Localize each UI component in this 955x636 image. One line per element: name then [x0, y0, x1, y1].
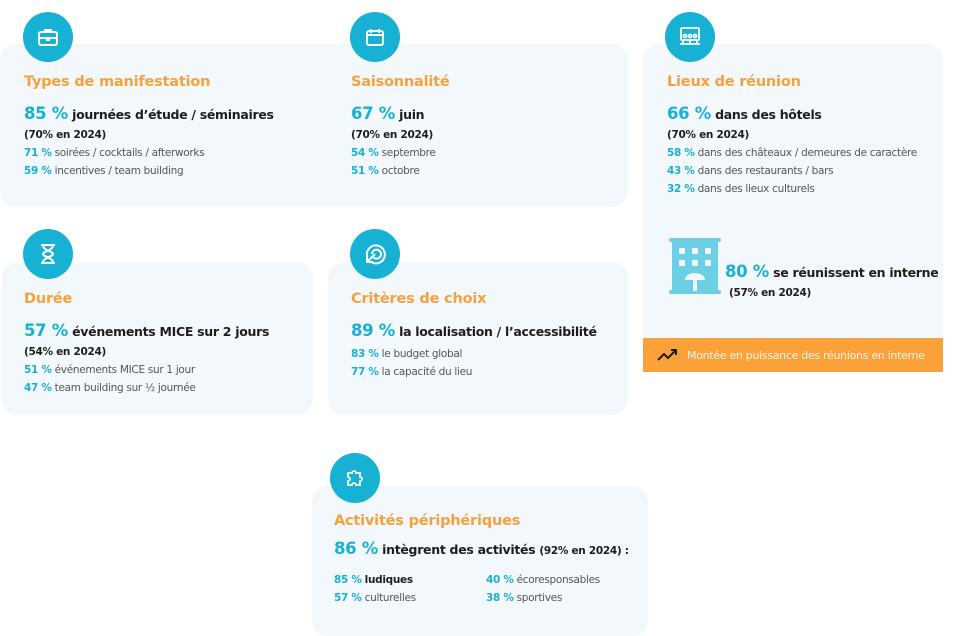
sub-stat: 43 % dans des restaurants / bars: [667, 165, 834, 177]
sub-stat: 83 % le budget global: [351, 348, 463, 360]
sub-stat: 47 % team building sur ½ journée: [24, 382, 196, 394]
building-icon: [667, 236, 723, 300]
main-stat: 85 % journées d’étude / séminaires: [24, 104, 274, 123]
section-title: Activités périphériques: [334, 513, 521, 529]
card-types-saison: [0, 44, 628, 207]
target-icon: [350, 229, 400, 279]
types-section: Types de manifestation 85 % journées d’é…: [24, 74, 274, 177]
main-stat: 89 % la localisation / l’accessibilité: [351, 321, 597, 340]
section-title: Durée: [24, 291, 73, 307]
trending-up-icon: [657, 349, 677, 361]
calendar-icon: [350, 12, 400, 62]
section-title: Types de manifestation: [24, 74, 211, 90]
section-title: Saisonnalité: [351, 74, 450, 90]
sub-stat: 32 % dans des lieux culturels: [667, 183, 815, 195]
main-stat: 86 % intègrent des activités (92% en 202…: [334, 539, 629, 558]
section-title: Critères de choix: [351, 291, 487, 307]
sub-stat: 58 % dans des châteaux / demeures de car…: [667, 147, 917, 159]
duree-section: Durée 57 % événements MICE sur 2 jours (…: [24, 291, 269, 394]
main-stat: 66 % dans des hôtels: [667, 104, 822, 123]
card-criteres: [328, 262, 628, 415]
previous-year: (70% en 2024): [351, 129, 433, 141]
previous-year: (54% en 2024): [24, 346, 106, 358]
card-lieux: [643, 44, 943, 372]
activites-section: Activités périphériques 86 % intègrent d…: [334, 513, 636, 604]
card-duree: [2, 262, 313, 415]
section-title: Lieux de réunion: [667, 74, 801, 90]
sub-stat: 51 % événements MICE sur 1 jour: [24, 364, 195, 376]
criteres-section: Critères de choix 89 % la localisation /…: [351, 291, 597, 378]
lieux-section: Lieux de réunion 66 % dans des hôtels (7…: [667, 74, 917, 195]
interne-banner: Montée en puissance des réunions en inte…: [643, 338, 943, 372]
previous-year: (70% en 2024): [24, 129, 106, 141]
previous-year: (70% en 2024): [667, 129, 749, 141]
sub-stat: 71 % soirées / cocktails / afterworks: [24, 147, 205, 159]
meeting-room-icon: [665, 12, 715, 62]
hourglass-icon: [23, 229, 73, 279]
activities-grid: 85 % ludiques 40 % écoresponsables 57 % …: [334, 574, 636, 604]
sub-stat: 57 % culturelles: [334, 592, 416, 604]
sub-stat: 54 % septembre: [351, 147, 436, 159]
sub-stat: 38 % sportives: [486, 592, 562, 604]
sub-stat: 85 % ludiques: [334, 574, 413, 586]
sub-stat: 51 % octobre: [351, 165, 420, 177]
interne-stat: 80 % se réunissent en interne (57% en 20…: [725, 262, 939, 299]
main-stat: 57 % événements MICE sur 2 jours: [24, 321, 270, 340]
sub-stat: 59 % incentives / team building: [24, 165, 184, 177]
briefcase-icon: [23, 12, 73, 62]
card-activites: [312, 486, 648, 636]
sub-stat: 40 % écoresponsables: [486, 574, 600, 586]
sub-stat: 77 % la capacité du lieu: [351, 366, 473, 378]
main-stat: 67 % juin: [351, 104, 425, 123]
saison-section: Saisonnalité 67 % juin (70% en 2024) 54 …: [351, 74, 450, 177]
puzzle-icon: [330, 453, 380, 503]
